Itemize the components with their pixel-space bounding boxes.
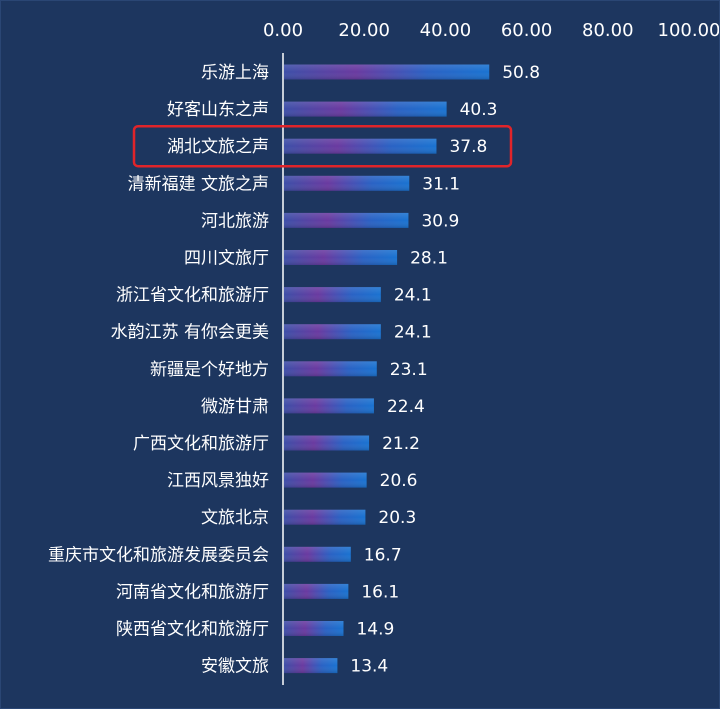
bar-shading <box>284 212 409 228</box>
x-tick-label: 0.00 <box>263 20 303 41</box>
data-label: 14.9 <box>356 620 394 640</box>
data-label: 40.3 <box>460 100 498 120</box>
data-label: 24.1 <box>394 323 432 343</box>
highlight-box <box>132 124 513 168</box>
data-label: 37.8 <box>449 137 487 157</box>
bar-shading <box>284 658 338 674</box>
x-tick-label: 100.00 <box>658 20 719 41</box>
data-label: 16.7 <box>364 545 402 565</box>
data-label: 31.1 <box>422 174 460 194</box>
bar-shading <box>284 435 370 451</box>
x-tick-label: 60.00 <box>501 20 553 41</box>
category-label: 湖北文旅之声 <box>167 137 269 157</box>
category-label: 乐游上海 <box>201 63 269 83</box>
bar-shading <box>284 138 437 154</box>
x-tick-label: 40.00 <box>420 20 472 41</box>
x-tick-label: 80.00 <box>582 20 634 41</box>
category-label: 文旅北京 <box>201 508 269 528</box>
data-label: 13.4 <box>350 657 388 677</box>
category-label: 微游甘肃 <box>201 397 269 417</box>
category-label: 安徽文旅 <box>201 657 269 677</box>
bar-shading <box>284 509 366 525</box>
category-label: 好客山东之声 <box>167 100 269 120</box>
bar-shading <box>284 101 447 117</box>
category-label: 水韵江苏 有你会更美 <box>111 323 269 343</box>
category-label: 广西文化和旅游厅 <box>133 434 269 454</box>
data-label: 50.8 <box>502 63 540 83</box>
bar-shading <box>284 583 349 599</box>
bar-shading <box>284 398 374 414</box>
category-label: 浙江省文化和旅游厅 <box>116 286 269 306</box>
bar-shading <box>284 621 344 636</box>
bar-shading <box>284 250 398 265</box>
bar-shading <box>284 175 410 191</box>
bar-shading <box>284 361 377 377</box>
category-label: 陕西省文化和旅游厅 <box>116 620 269 640</box>
data-label: 30.9 <box>421 211 459 231</box>
bar-shading <box>284 64 490 80</box>
data-label: 16.1 <box>361 582 399 602</box>
category-label: 清新福建 文旅之声 <box>128 174 269 194</box>
category-label: 四川文旅厅 <box>184 249 269 269</box>
x-tick-label: 20.00 <box>338 20 390 41</box>
data-label: 22.4 <box>387 397 425 417</box>
category-label: 河南省文化和旅游厅 <box>116 582 269 602</box>
data-label: 28.1 <box>410 249 448 269</box>
data-label: 21.2 <box>382 434 420 454</box>
data-label: 23.1 <box>390 360 428 380</box>
category-label: 河北旅游 <box>201 211 269 231</box>
data-label: 24.1 <box>394 286 432 306</box>
bar-shading <box>284 472 367 488</box>
bar-shading <box>284 287 381 303</box>
data-label: 20.6 <box>380 471 418 491</box>
data-label: 20.3 <box>378 508 416 528</box>
bar-shading <box>284 546 351 562</box>
category-label: 江西风景独好 <box>167 471 269 491</box>
category-label: 新疆是个好地方 <box>150 360 269 380</box>
category-label: 重庆市文化和旅游发展委员会 <box>48 545 269 565</box>
bar-shading <box>284 324 381 340</box>
